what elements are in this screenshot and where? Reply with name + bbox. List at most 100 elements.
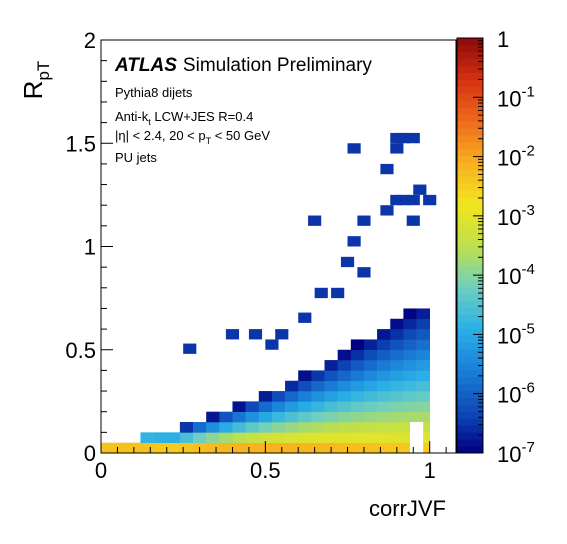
heatmap-cell	[363, 432, 378, 443]
colorbar-segment	[457, 411, 483, 419]
heatmap-cell	[285, 380, 299, 392]
heatmap-cell	[390, 401, 404, 412]
heatmap-cell	[298, 411, 312, 423]
colorbar-segment	[457, 307, 483, 316]
colorbar-segment	[457, 349, 483, 357]
atlas-label: ATLAS	[114, 55, 177, 76]
heatmap-cell	[357, 267, 371, 278]
heatmap-cell	[363, 391, 378, 402]
colorbar-segment	[457, 217, 483, 226]
heatmap-cell	[363, 349, 378, 361]
heatmap-cell	[298, 432, 312, 443]
heatmap-cell	[337, 411, 352, 423]
heatmap-cell	[337, 422, 352, 433]
heatmap-cell	[416, 422, 431, 433]
heatmap-cell	[380, 205, 394, 216]
heatmap-cell	[357, 215, 371, 226]
heatmap-cell	[377, 360, 391, 371]
colorbar-segment	[457, 148, 483, 156]
heatmap-cell	[183, 343, 197, 354]
heatmap-cell	[324, 401, 338, 412]
colorbar-segment	[457, 162, 483, 170]
heatmap-cell	[350, 432, 365, 443]
heatmap-cell	[285, 411, 299, 423]
heatmap-cell	[377, 370, 391, 382]
colorbar-segment	[457, 245, 483, 253]
colorbar-tick-label: 1	[497, 27, 509, 52]
colorbar-segment	[457, 183, 483, 191]
heatmap-cell	[390, 432, 404, 443]
colorbar-segment	[457, 100, 483, 108]
colorbar-segment	[457, 238, 483, 246]
heatmap-cell	[390, 422, 404, 433]
colorbar-tick-label: 10-1	[497, 83, 535, 111]
heatmap-cell	[377, 391, 391, 402]
heatmap-cell	[377, 442, 391, 454]
heatmap-cell	[114, 442, 128, 454]
colorbar-segment	[457, 300, 483, 309]
heatmap-cells	[101, 132, 437, 454]
heatmap-cell	[271, 422, 286, 433]
heatmap-cell	[416, 339, 431, 351]
colorbar-segment	[457, 38, 483, 46]
colorbar-segment	[457, 44, 483, 53]
colorbar-segment	[457, 390, 483, 399]
colorbar-segment	[457, 86, 483, 94]
heatmap-cell	[311, 370, 325, 382]
colorbar-segment	[457, 280, 483, 288]
heatmap-cell	[193, 422, 207, 433]
heatmap-cell	[403, 349, 417, 361]
heatmap-cell	[275, 329, 289, 340]
heatmap-cell	[377, 329, 391, 340]
heatmap-cell	[140, 432, 154, 443]
heatmap-cell	[403, 360, 417, 371]
heatmap-cell	[206, 422, 220, 433]
colorbar-tick-label: 10-2	[497, 143, 535, 171]
colorbar-segment	[457, 114, 483, 122]
heatmap-cell	[396, 194, 410, 206]
colorbar-segment	[457, 141, 483, 150]
heatmap-cell	[403, 380, 417, 392]
heatmap-cell	[311, 380, 325, 392]
heatmap-cell	[377, 432, 391, 443]
heatmap-cell	[324, 380, 338, 392]
annotation-line: |η| < 2.4, 20 < pT < 50 GeV	[115, 128, 270, 146]
heatmap-cell	[416, 329, 431, 340]
heatmap-cell	[416, 308, 431, 320]
colorbar-segment	[457, 425, 483, 433]
heatmap-cell	[350, 422, 365, 433]
colorbar-segment	[457, 446, 483, 454]
heatmap-cell	[363, 360, 378, 371]
y-axis-label-main: R	[18, 81, 48, 100]
heatmap-cell	[271, 391, 286, 402]
heatmap-cell	[403, 401, 417, 412]
heatmap-cell	[337, 401, 352, 412]
heatmap-cell	[311, 442, 325, 454]
heatmap-cell	[363, 370, 378, 382]
heatmap-cell	[337, 370, 352, 382]
heatmap-cell	[416, 370, 431, 382]
heatmap-cell	[340, 256, 355, 268]
colorbar-segment	[457, 418, 483, 426]
x-axis: 0 0.5 1	[95, 441, 447, 483]
colorbar-segment	[457, 328, 483, 336]
colorbar-segment	[457, 370, 483, 378]
heatmap-cell	[403, 391, 417, 402]
heatmap-cell	[363, 401, 378, 412]
heatmap-cell	[337, 349, 352, 361]
heatmap-cell	[423, 194, 437, 206]
heatmap-cell	[337, 442, 352, 454]
heatmap-cell	[285, 432, 299, 443]
colorbar-segment	[457, 376, 483, 385]
y-tick-label: 0	[84, 441, 96, 466]
heatmap-cell	[390, 339, 404, 351]
heatmap-cell	[298, 391, 312, 402]
colorbar-segment	[457, 342, 483, 350]
heatmap-cell	[416, 349, 431, 361]
heatmap-cell	[324, 411, 338, 423]
heatmap-cell	[403, 411, 417, 423]
heatmap-cell	[390, 329, 404, 340]
colorbar-segment	[457, 204, 483, 212]
heatmap-cell	[258, 432, 273, 443]
